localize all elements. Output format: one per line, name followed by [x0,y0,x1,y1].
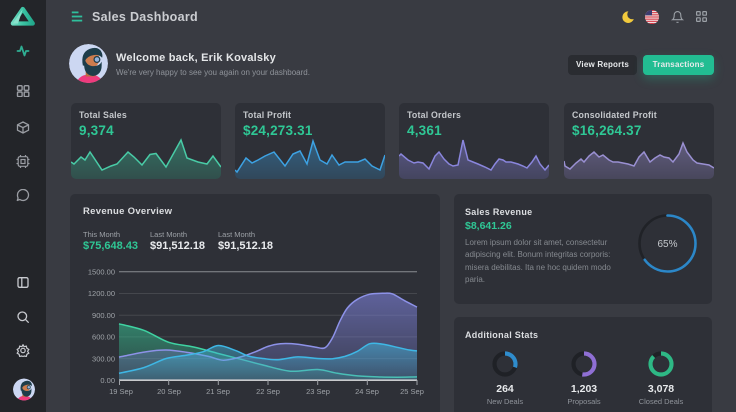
svg-text:0.00: 0.00 [100,376,115,385]
svg-text:24 Sep: 24 Sep [355,387,379,396]
svg-text:1500.00: 1500.00 [88,268,115,277]
svg-text:900.00: 900.00 [92,311,115,320]
svg-text:21 Sep: 21 Sep [206,387,230,396]
svg-text:1200.00: 1200.00 [88,289,115,298]
svg-text:65%: 65% [657,239,677,250]
svg-text:300.00: 300.00 [92,354,115,363]
svg-text:600.00: 600.00 [92,333,115,342]
svg-text:19 Sep: 19 Sep [109,387,133,396]
svg-text:25 Sep: 25 Sep [400,387,424,396]
svg-text:23 Sep: 23 Sep [306,387,330,396]
svg-text:20 Sep: 20 Sep [157,387,181,396]
svg-text:22 Sep: 22 Sep [256,387,280,396]
